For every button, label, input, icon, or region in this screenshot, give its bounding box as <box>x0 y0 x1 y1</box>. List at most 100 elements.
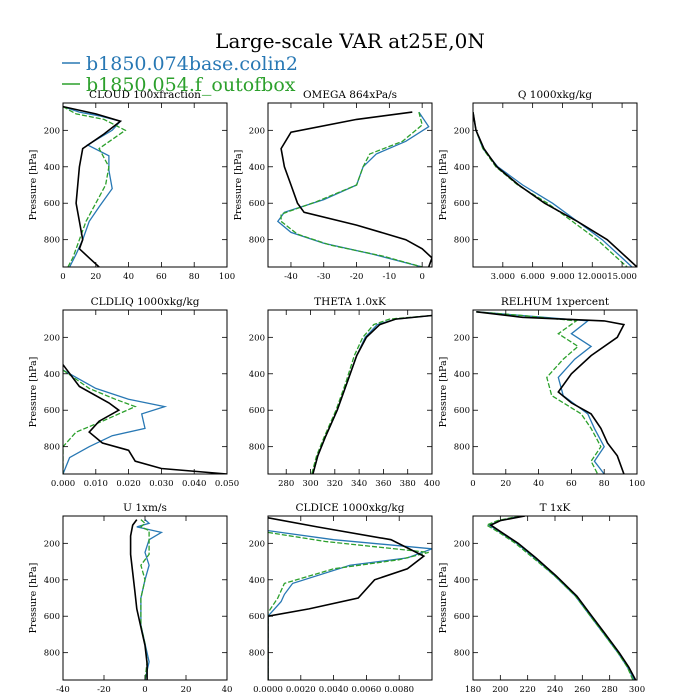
y-axis-label: Pressure [hPa] <box>28 357 39 428</box>
series-line-1 <box>473 111 633 267</box>
panel-title: CLOUD 100xfraction <box>89 89 201 101</box>
y-tick-label: 200 <box>249 333 265 343</box>
x-tick-label: 0 <box>470 479 475 489</box>
panel-4: CLDLIQ 1000xkg/kg 0.000 0.010 0.020 0.030 0.0… <box>28 296 239 489</box>
y-tick-label: 200 <box>454 126 470 136</box>
x-tick-label: 200 <box>492 685 508 695</box>
x-tick-label: 380 <box>400 479 416 489</box>
y-tick-label: 200 <box>454 333 470 343</box>
series-line-3 <box>63 364 227 474</box>
panel-title: T 1xK <box>540 502 571 514</box>
panel-frame <box>472 102 638 268</box>
y-tick-label: 800 <box>454 443 470 453</box>
panel-2: OMEGA 864xPa/s -40 -30 -20 -10 0 200 400 600 800 P… <box>233 89 433 282</box>
x-tick-label: 20 <box>181 685 192 695</box>
series-line-3 <box>476 311 626 474</box>
series-line-3 <box>312 314 432 474</box>
panel-frame <box>62 102 228 268</box>
series-line-1 <box>312 314 432 474</box>
panel-series <box>276 111 432 267</box>
y-tick-label: 800 <box>249 236 265 246</box>
series-line-2 <box>485 516 634 680</box>
legend-label-2: b1850.054.f_outofbox <box>86 74 296 96</box>
y-tick-label: 400 <box>249 370 265 380</box>
y-tick-label: 200 <box>454 539 470 549</box>
x-tick-label: 0 <box>60 272 65 282</box>
y-tick-label: 600 <box>44 199 60 209</box>
series-line-2 <box>476 311 602 474</box>
y-tick-label: 800 <box>44 236 60 246</box>
x-tick-label: 6.000 <box>520 272 544 282</box>
x-tick-label: -40 <box>284 272 298 282</box>
x-tick-label: 0.020 <box>116 479 140 489</box>
panel-5: THETA 1.0xK 280 300 320 340 360 380 400 200 400 60… <box>249 296 440 489</box>
x-tick-label: 20 <box>500 479 511 489</box>
series-line-2 <box>311 314 432 474</box>
x-tick-label: 300 <box>302 479 318 489</box>
x-tick-label: 220 <box>520 685 536 695</box>
x-tick-label: 80 <box>189 272 200 282</box>
x-tick-label: 0 <box>142 685 147 695</box>
panel-frame <box>472 515 638 681</box>
x-tick-label: 0.0060 <box>352 685 382 695</box>
series-line-1 <box>63 369 168 474</box>
y-tick-label: 800 <box>44 443 60 453</box>
panel-title: CLDLIQ 1000xkg/kg <box>91 296 200 308</box>
panel-frame <box>267 102 433 268</box>
y-tick-label: 600 <box>249 406 265 416</box>
series-line-1 <box>268 529 432 680</box>
x-tick-label: 12.000 <box>577 272 607 282</box>
y-tick-label: 400 <box>454 576 470 586</box>
x-tick-label: 0.0080 <box>384 685 414 695</box>
panel-series <box>63 364 227 474</box>
x-tick-label: 0.030 <box>149 479 173 489</box>
series-line-3 <box>63 105 123 267</box>
series-line-2 <box>280 111 423 267</box>
series-line-2 <box>63 369 137 474</box>
panel-title: THETA 1.0xK <box>314 296 386 308</box>
y-tick-label: 800 <box>249 649 265 659</box>
y-tick-label: 600 <box>454 612 470 622</box>
y-tick-label: 200 <box>44 126 60 136</box>
x-tick-label: 80 <box>599 479 610 489</box>
y-tick-label: 200 <box>44 333 60 343</box>
panel-title: U 1xm/s <box>123 502 167 514</box>
x-tick-label: -30 <box>317 272 331 282</box>
x-tick-label: 40 <box>123 272 134 282</box>
x-tick-label: 0.010 <box>84 479 108 489</box>
panel-title: Q 1000xkg/kg <box>518 89 593 101</box>
y-tick-label: 400 <box>44 370 60 380</box>
panel-3: Q 1000xkg/kg 3.000 6.000 9.000 12.000 15.000 2… <box>438 89 638 282</box>
x-tick-label: 300 <box>629 685 645 695</box>
series-line-3 <box>280 111 432 267</box>
panel-series <box>268 517 432 680</box>
x-tick-label: 400 <box>424 479 440 489</box>
panel-series <box>63 105 127 267</box>
legend-label-1: b1850.074base.colin2 <box>86 53 298 75</box>
x-tick-label: 260 <box>574 685 590 695</box>
legend: b1850.074base.colin2 b1850.054.f_outofbo… <box>62 53 298 96</box>
x-tick-label: 0.0000 <box>253 685 283 695</box>
panel-7: U 1xm/s -40 -20 0 20 40 200 400 600 800 Pressure [… <box>28 502 232 695</box>
panel-1: CLOUD 100xfraction 0 20 40 60 80 100 200 400 600 8… <box>28 89 235 282</box>
y-tick-label: 800 <box>454 236 470 246</box>
x-tick-label: -20 <box>97 685 111 695</box>
x-tick-label: -10 <box>383 272 397 282</box>
x-tick-label: 0.0020 <box>286 685 316 695</box>
y-tick-label: 400 <box>44 163 60 173</box>
x-tick-label: -40 <box>56 685 70 695</box>
y-tick-label: 600 <box>249 612 265 622</box>
y-tick-label: 600 <box>44 406 60 416</box>
series-line-3 <box>473 111 637 267</box>
x-tick-label: 0.000 <box>51 479 75 489</box>
panel-frame <box>472 309 638 475</box>
y-tick-label: 400 <box>454 163 470 173</box>
series-line-3 <box>129 519 148 680</box>
panel-title: CLDICE 1000xkg/kg <box>296 502 405 514</box>
panel-series <box>473 111 637 267</box>
x-tick-label: 280 <box>602 685 618 695</box>
panel-series <box>129 519 164 680</box>
panel-series <box>476 311 626 474</box>
y-tick-label: 400 <box>454 370 470 380</box>
y-tick-label: 200 <box>249 539 265 549</box>
